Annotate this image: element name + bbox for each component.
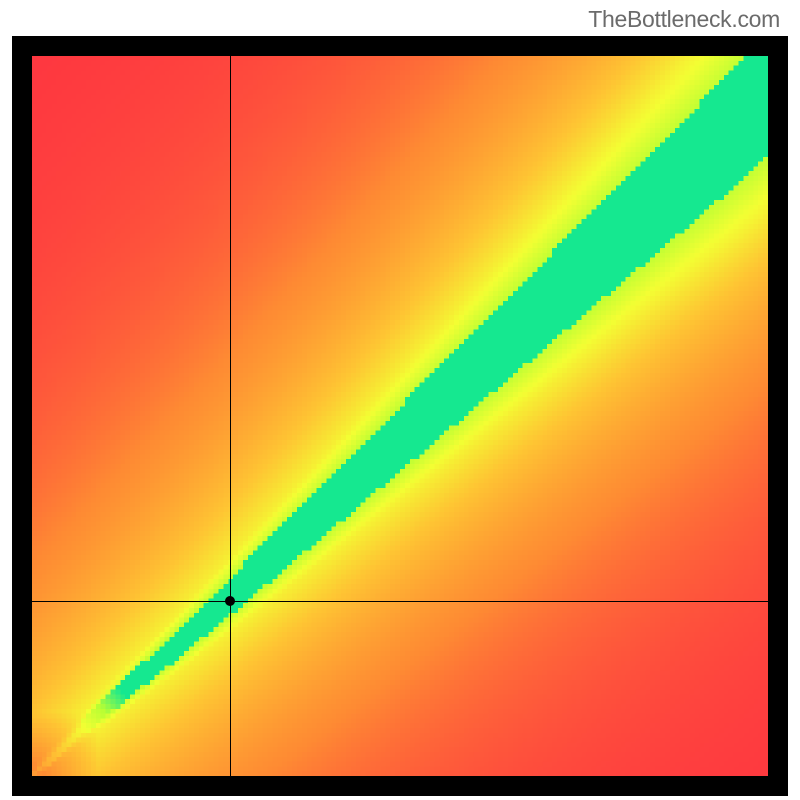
plot-frame [12,36,788,796]
attribution-text: TheBottleneck.com [588,6,780,33]
root-container: TheBottleneck.com [0,0,800,800]
heatmap-canvas [32,56,768,776]
plot-area [32,56,768,776]
crosshair-horizontal [32,601,768,602]
crosshair-vertical [230,56,231,776]
data-point-marker [225,596,235,606]
